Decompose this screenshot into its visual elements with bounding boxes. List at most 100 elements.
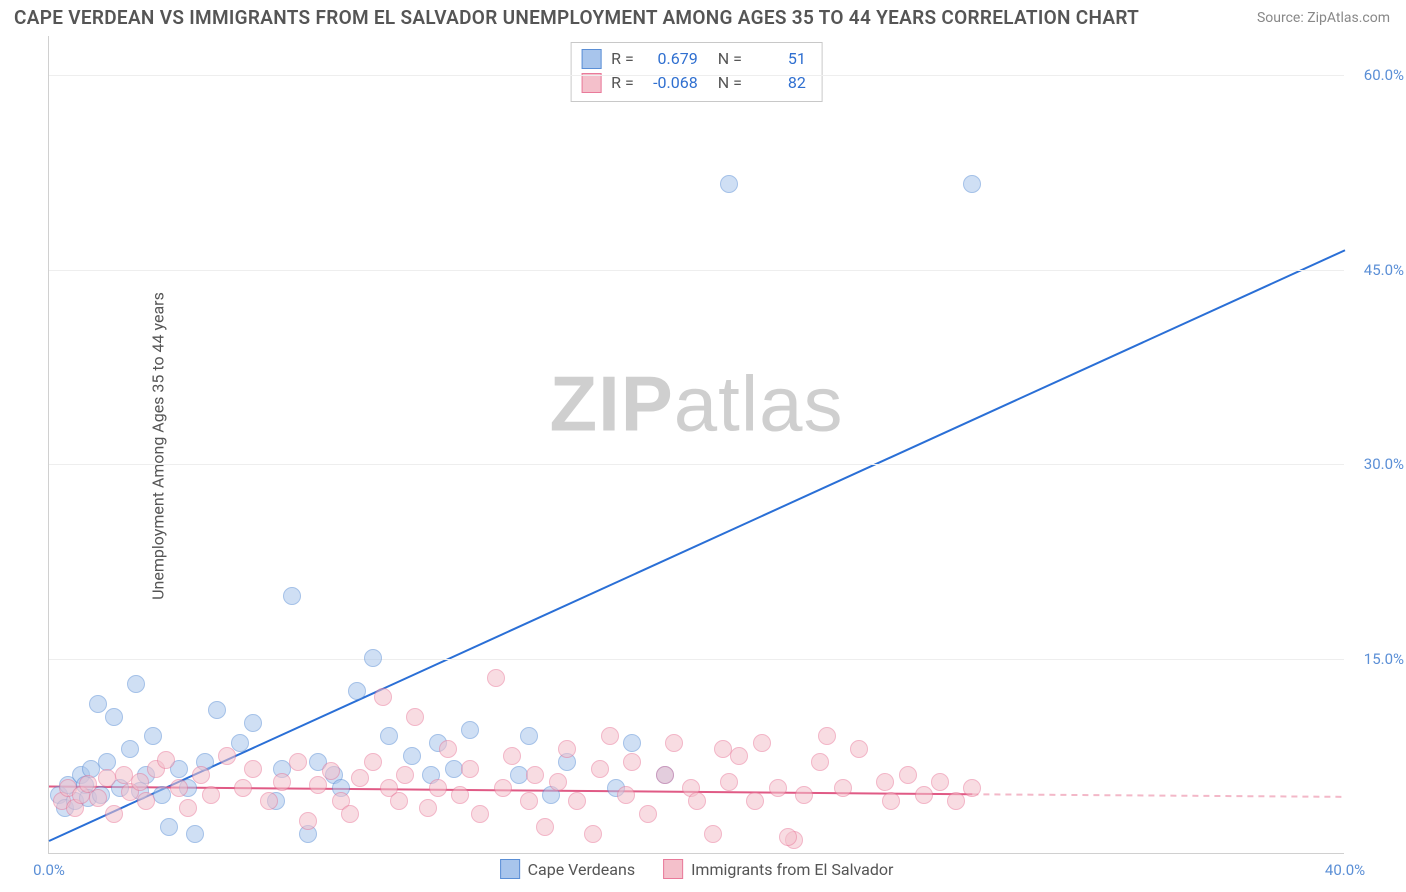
scatter-point-salv (170, 779, 188, 797)
scatter-point-cape (105, 708, 123, 726)
scatter-point-salv (260, 792, 278, 810)
stats-swatch (581, 73, 601, 93)
scatter-point-salv (451, 786, 469, 804)
scatter-point-salv (202, 786, 220, 804)
scatter-point-salv (179, 799, 197, 817)
regression-lines-layer (49, 36, 1344, 853)
stat-r-value: 0.679 (644, 47, 698, 71)
scatter-point-salv (665, 734, 683, 752)
y-tick-label: 45.0% (1364, 261, 1404, 279)
scatter-point-cape (121, 740, 139, 758)
scatter-point-cape (283, 587, 301, 605)
scatter-point-salv (834, 779, 852, 797)
legend: Cape Verdeans Immigrants from El Salvador (500, 859, 894, 879)
scatter-point-salv (309, 776, 327, 794)
scatter-point-salv (549, 773, 567, 791)
scatter-point-cape (364, 649, 382, 667)
scatter-point-cape (461, 721, 479, 739)
y-tick-label: 30.0% (1364, 455, 1404, 473)
scatter-point-salv (730, 747, 748, 765)
scatter-point-cape (623, 734, 641, 752)
scatter-point-salv (591, 760, 609, 778)
scatter-point-cape (127, 675, 145, 693)
scatter-point-cape (244, 714, 262, 732)
scatter-point-salv (494, 779, 512, 797)
scatter-point-salv (137, 792, 155, 810)
scatter-point-salv (419, 799, 437, 817)
chart-title: CAPE VERDEAN VS IMMIGRANTS FROM EL SALVA… (14, 6, 1139, 29)
scatter-point-salv (704, 825, 722, 843)
scatter-point-salv (876, 773, 894, 791)
scatter-point-salv (617, 786, 635, 804)
scatter-point-salv (818, 727, 836, 745)
scatter-plot-area: ZIPatlas R =0.679N =51R =-0.068N =82 Cap… (48, 36, 1344, 854)
scatter-point-salv (931, 773, 949, 791)
scatter-point-salv (601, 727, 619, 745)
correlation-stats-box: R =0.679N =51R =-0.068N =82 (570, 42, 823, 102)
scatter-point-salv (299, 812, 317, 830)
scatter-point-salv (639, 805, 657, 823)
legend-label: Cape Verdeans (528, 860, 635, 879)
legend-label: Immigrants from El Salvador (691, 860, 893, 879)
gridline (49, 75, 1344, 76)
scatter-point-salv (322, 762, 340, 780)
legend-item-salv: Immigrants from El Salvador (663, 859, 893, 879)
scatter-point-salv (963, 779, 981, 797)
scatter-point-salv (558, 740, 576, 758)
scatter-point-salv (471, 805, 489, 823)
legend-swatch (663, 859, 683, 879)
scatter-point-salv (753, 734, 771, 752)
regression-line (49, 250, 1345, 841)
scatter-point-salv (899, 766, 917, 784)
scatter-point-salv (503, 747, 521, 765)
scatter-point-salv (234, 779, 252, 797)
scatter-point-salv (390, 792, 408, 810)
stats-row: R = 0.679 N = 51 (581, 47, 806, 71)
scatter-point-salv (769, 779, 787, 797)
scatter-point-cape (208, 701, 226, 719)
scatter-point-salv (364, 753, 382, 771)
scatter-point-salv (406, 708, 424, 726)
scatter-point-salv (714, 740, 732, 758)
scatter-point-salv (429, 779, 447, 797)
scatter-point-salv (89, 789, 107, 807)
scatter-point-salv (915, 786, 933, 804)
stat-r-label: R = (611, 47, 634, 71)
source-attribution: Source: ZipAtlas.com (1257, 10, 1390, 26)
scatter-point-cape (348, 682, 366, 700)
scatter-point-salv (98, 769, 116, 787)
scatter-point-salv (536, 818, 554, 836)
scatter-point-cape (144, 727, 162, 745)
scatter-point-salv (351, 769, 369, 787)
x-tick-label: 40.0% (1325, 861, 1365, 879)
scatter-point-salv (779, 828, 797, 846)
gridline (49, 659, 1344, 660)
scatter-point-salv (526, 766, 544, 784)
scatter-point-cape (89, 695, 107, 713)
legend-swatch (500, 859, 520, 879)
scatter-point-salv (487, 669, 505, 687)
scatter-point-cape (186, 825, 204, 843)
scatter-point-salv (374, 688, 392, 706)
scatter-point-salv (720, 773, 738, 791)
scatter-point-salv (218, 747, 236, 765)
scatter-point-salv (157, 751, 175, 769)
scatter-point-salv (882, 792, 900, 810)
scatter-point-salv (439, 740, 457, 758)
scatter-point-cape (160, 818, 178, 836)
scatter-point-cape (963, 175, 981, 193)
stat-n-label: N = (718, 47, 742, 71)
scatter-point-salv (947, 792, 965, 810)
gridline (49, 270, 1344, 271)
scatter-point-salv (850, 740, 868, 758)
gridline (49, 464, 1344, 465)
x-tick-label: 0.0% (33, 861, 65, 879)
regression-line (972, 794, 1345, 797)
scatter-point-salv (584, 825, 602, 843)
scatter-point-salv (746, 792, 764, 810)
scatter-point-salv (131, 773, 149, 791)
stat-n-value: 51 (752, 47, 806, 71)
y-tick-label: 15.0% (1364, 650, 1404, 668)
scatter-point-salv (289, 753, 307, 771)
scatter-point-salv (520, 792, 538, 810)
